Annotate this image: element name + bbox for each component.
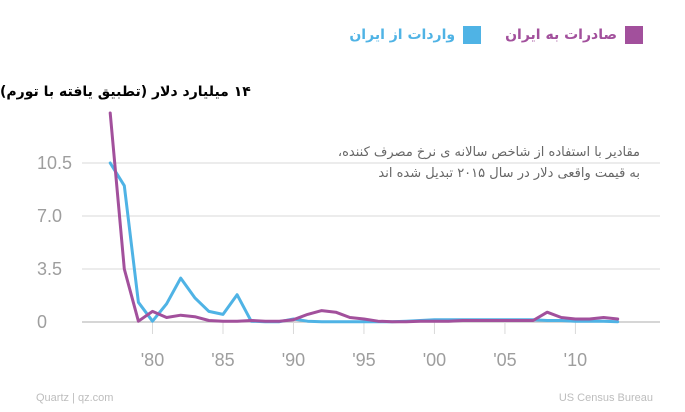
y-tick-label: 0 [37, 312, 47, 332]
x-tick-label: '00 [423, 350, 446, 370]
y-tick-label: 7.0 [37, 206, 62, 226]
x-tick-label: '80 [141, 350, 164, 370]
y-tick-label: 10.5 [37, 153, 72, 173]
imports-series-line [108, 161, 620, 324]
x-tick-label: '85 [211, 350, 234, 370]
y-tick-label: 3.5 [37, 259, 62, 279]
x-tick-label: '05 [493, 350, 516, 370]
x-tick-label: '10 [564, 350, 587, 370]
legend-swatch-imports [463, 26, 482, 44]
legend-item-imports: واردات از ایران [349, 26, 482, 44]
x-tick-label: '90 [282, 350, 305, 370]
source-credit-right: US Census Bureau [558, 392, 653, 404]
exports-series-line [108, 111, 620, 324]
legend-label-imports: واردات از ایران [349, 27, 456, 43]
legend-swatch-exports [625, 26, 643, 44]
y-axis-unit-label: ۱۴ میلیارد دلار (تطبیق یافته با تورم) [0, 84, 251, 100]
legend-label-exports: صادرات به ایران [505, 27, 617, 43]
legend-item-exports: صادرات به ایران [505, 26, 643, 44]
chart-legend: صادرات به ایران واردات از ایران [349, 26, 643, 44]
x-tick-label: '95 [352, 350, 375, 370]
source-credit-left: Quartz | qz.com [36, 392, 114, 404]
chart-annotation: مقادیر با استفاده از شاخص سالانه ی نرخ م… [337, 145, 640, 181]
